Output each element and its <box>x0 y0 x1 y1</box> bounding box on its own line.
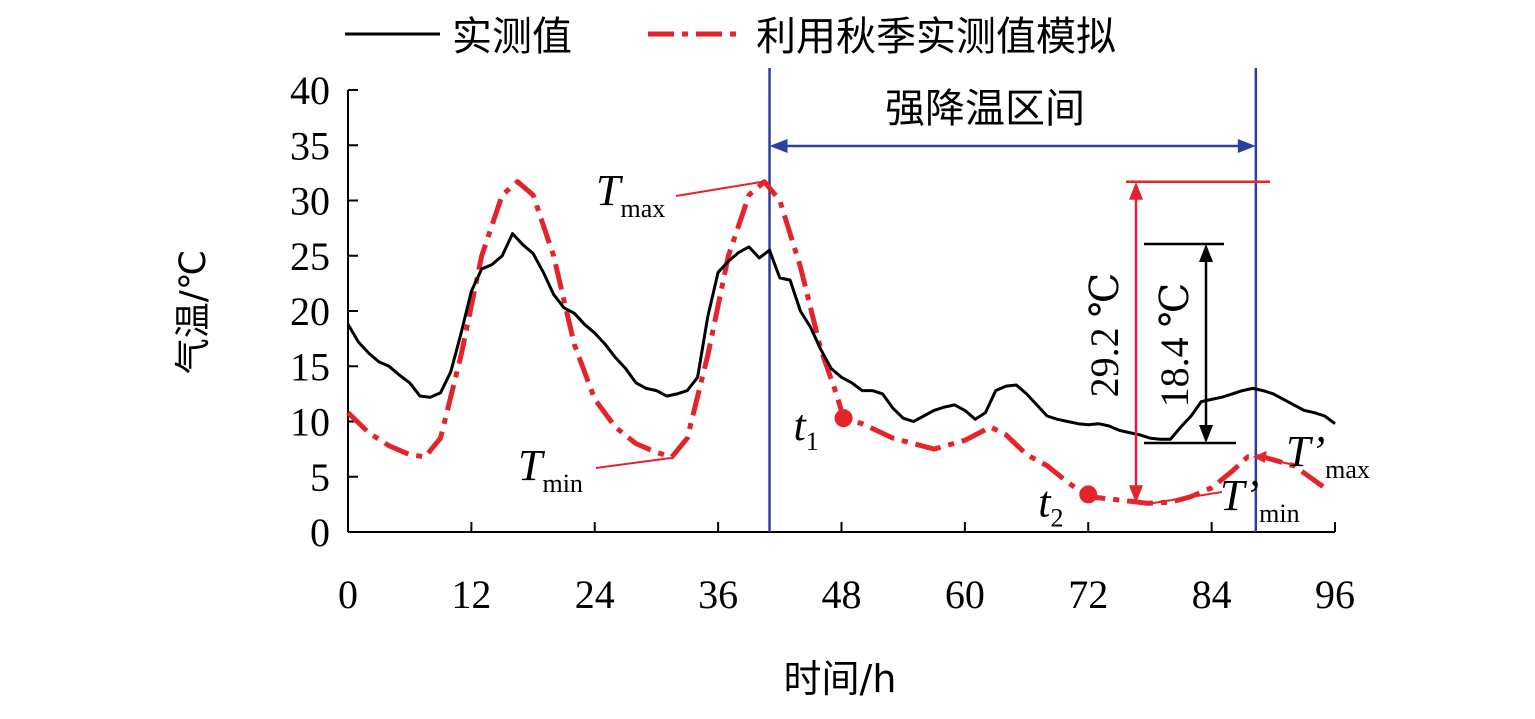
x-tick-label: 60 <box>945 572 985 617</box>
tmin-leader-line <box>595 456 672 469</box>
drop-measured-arrow-bottom-head <box>1199 425 1213 443</box>
tmax-label: Tmax <box>596 166 665 223</box>
y-tick-label: 30 <box>290 179 330 224</box>
tmax-prime-arrowhead <box>1252 450 1267 463</box>
interval-label: 强降温区间 <box>885 86 1085 132</box>
x-tick-label: 72 <box>1068 572 1108 617</box>
drop-measured-arrow-top-head <box>1199 244 1213 262</box>
annotations <box>595 180 1291 505</box>
x-tick-label: 0 <box>338 572 358 617</box>
interval-arrow-right-head <box>1237 139 1256 153</box>
series-measured-line <box>346 232 1336 441</box>
y-axis-title: 气温/℃ <box>173 250 214 375</box>
y-tick-label: 10 <box>290 400 330 445</box>
marker-label-sub: 1 <box>806 427 819 456</box>
drop-total-label: 29.2 ℃ <box>1082 273 1127 398</box>
tmin-label: Tmin <box>518 441 583 498</box>
x-axis-title: 时间/h <box>784 657 897 701</box>
cooling-interval <box>768 68 1258 532</box>
legend-label-measured: 实测值 <box>452 14 572 60</box>
marker-label-t2: t2 <box>1038 477 1063 532</box>
tmin-prime-label: T’min <box>1220 471 1300 528</box>
y-tick-label: 5 <box>310 455 330 500</box>
x-tick-label: 48 <box>822 572 862 617</box>
drop-total-arrow-top-head <box>1129 181 1143 200</box>
marker-label-t1: t1 <box>794 401 819 456</box>
y-tick-label: 15 <box>290 344 330 389</box>
y-tick-label: 20 <box>290 289 330 334</box>
x-tick-label: 36 <box>698 572 738 617</box>
marker-point-t2 <box>1079 485 1098 504</box>
y-tick-label: 40 <box>290 68 330 113</box>
y-ticks: 0 5 10 15 20 25 30 35 40 <box>290 68 358 555</box>
x-tick-label: 12 <box>451 572 491 617</box>
x-tick-label: 96 <box>1315 572 1355 617</box>
drop-measured-label: 18.4 ℃ <box>1152 283 1197 408</box>
tmax-leader-line <box>675 180 763 197</box>
y-tick-label: 25 <box>290 234 330 279</box>
tmin-prime-leader-line <box>1151 491 1223 505</box>
series-simulated-line <box>346 179 1327 506</box>
y-tick-label: 0 <box>310 510 330 555</box>
marker-label-sub: 2 <box>1050 503 1063 532</box>
interval-arrow-left-head <box>769 139 788 153</box>
y-tick-label: 35 <box>290 123 330 168</box>
drop-total-arrow-bottom-head <box>1129 485 1143 504</box>
legend-label-simulated: 利用秋季实测值模拟 <box>756 14 1116 60</box>
x-tick-label: 24 <box>575 572 615 617</box>
marker-point-t1 <box>834 409 853 428</box>
legend: 实测值 利用秋季实测值模拟 <box>345 14 1116 60</box>
tmax-prime-label: T’max <box>1286 427 1370 484</box>
x-tick-label: 84 <box>1192 572 1232 617</box>
x-ticks: 0 12 24 36 48 60 72 84 96 <box>338 522 1355 617</box>
